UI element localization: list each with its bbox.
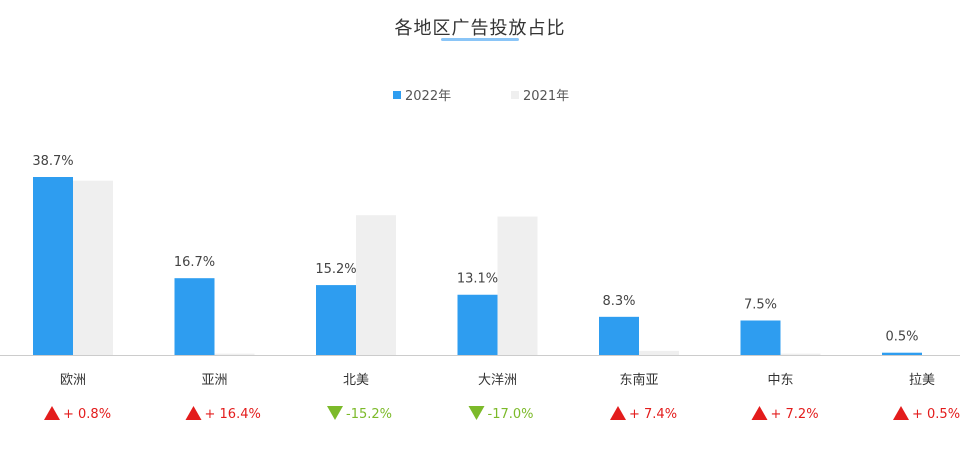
change-label-1: + 16.4% — [205, 407, 261, 422]
bar-2022-4 — [599, 316, 639, 355]
change-label-2: -15.2% — [346, 407, 392, 422]
change-label-4: + 7.4% — [629, 407, 677, 422]
bar-2022-6 — [882, 352, 922, 355]
category-label-4: 东南亚 — [619, 372, 658, 388]
bar-2022-1 — [174, 278, 215, 355]
title-underline — [440, 38, 519, 41]
bar-2022-3 — [457, 294, 498, 355]
category-label-1: 亚洲 — [201, 373, 227, 388]
legend-swatch-2022 — [393, 90, 401, 99]
bar-2021-4 — [639, 350, 679, 355]
category-label-0: 欧洲 — [60, 373, 86, 388]
arrow-up-icon-0 — [44, 406, 60, 420]
legend-label-2022: 2022年 — [405, 89, 452, 104]
chart-title-wrap: 各地区广告投放占比 — [0, 14, 960, 41]
bar-2021-0 — [73, 180, 113, 355]
legend-item-2021[interactable]: 2021年 — [511, 85, 569, 104]
category-label-2: 北美 — [343, 373, 369, 388]
bar-2021-2 — [356, 215, 396, 355]
arrow-up-icon-6 — [893, 406, 909, 420]
arrow-up-icon-1 — [185, 406, 202, 420]
data-label-6: 0.5% — [885, 330, 918, 345]
data-label-1: 16.7% — [174, 255, 215, 270]
bar-2022-5 — [740, 320, 781, 355]
legend-item-2022[interactable]: 2022年 — [393, 85, 451, 104]
category-label-5: 中东 — [767, 373, 793, 388]
data-label-2: 15.2% — [315, 262, 356, 277]
category-label-3: 大洋洲 — [478, 373, 517, 388]
bar-2021-5 — [780, 353, 821, 355]
data-label-5: 7.5% — [744, 298, 777, 313]
data-label-3: 13.1% — [457, 272, 498, 287]
bar-2021-3 — [497, 216, 538, 355]
bar-2021-1 — [214, 353, 255, 355]
data-label-4: 8.3% — [602, 294, 635, 309]
change-label-3: -17.0% — [488, 407, 534, 422]
change-label-0: + 0.8% — [63, 407, 111, 422]
data-label-0: 38.7% — [32, 154, 73, 169]
chart-title: 各地区广告投放占比 — [394, 14, 566, 41]
arrow-down-icon-3 — [468, 406, 485, 420]
bar-2022-0 — [33, 177, 73, 355]
arrow-up-icon-5 — [751, 406, 768, 420]
legend-swatch-2021 — [511, 90, 519, 99]
legend-label-2021: 2021年 — [523, 89, 570, 104]
chart-title-text: 各地区广告投放占比 — [394, 18, 566, 39]
change-label-6: + 0.5% — [912, 407, 960, 422]
change-label-5: + 7.2% — [771, 407, 819, 422]
category-label-6: 拉美 — [909, 373, 935, 388]
bar-2022-2 — [316, 285, 356, 355]
arrow-up-icon-4 — [610, 406, 626, 420]
arrow-down-icon-2 — [327, 406, 343, 420]
